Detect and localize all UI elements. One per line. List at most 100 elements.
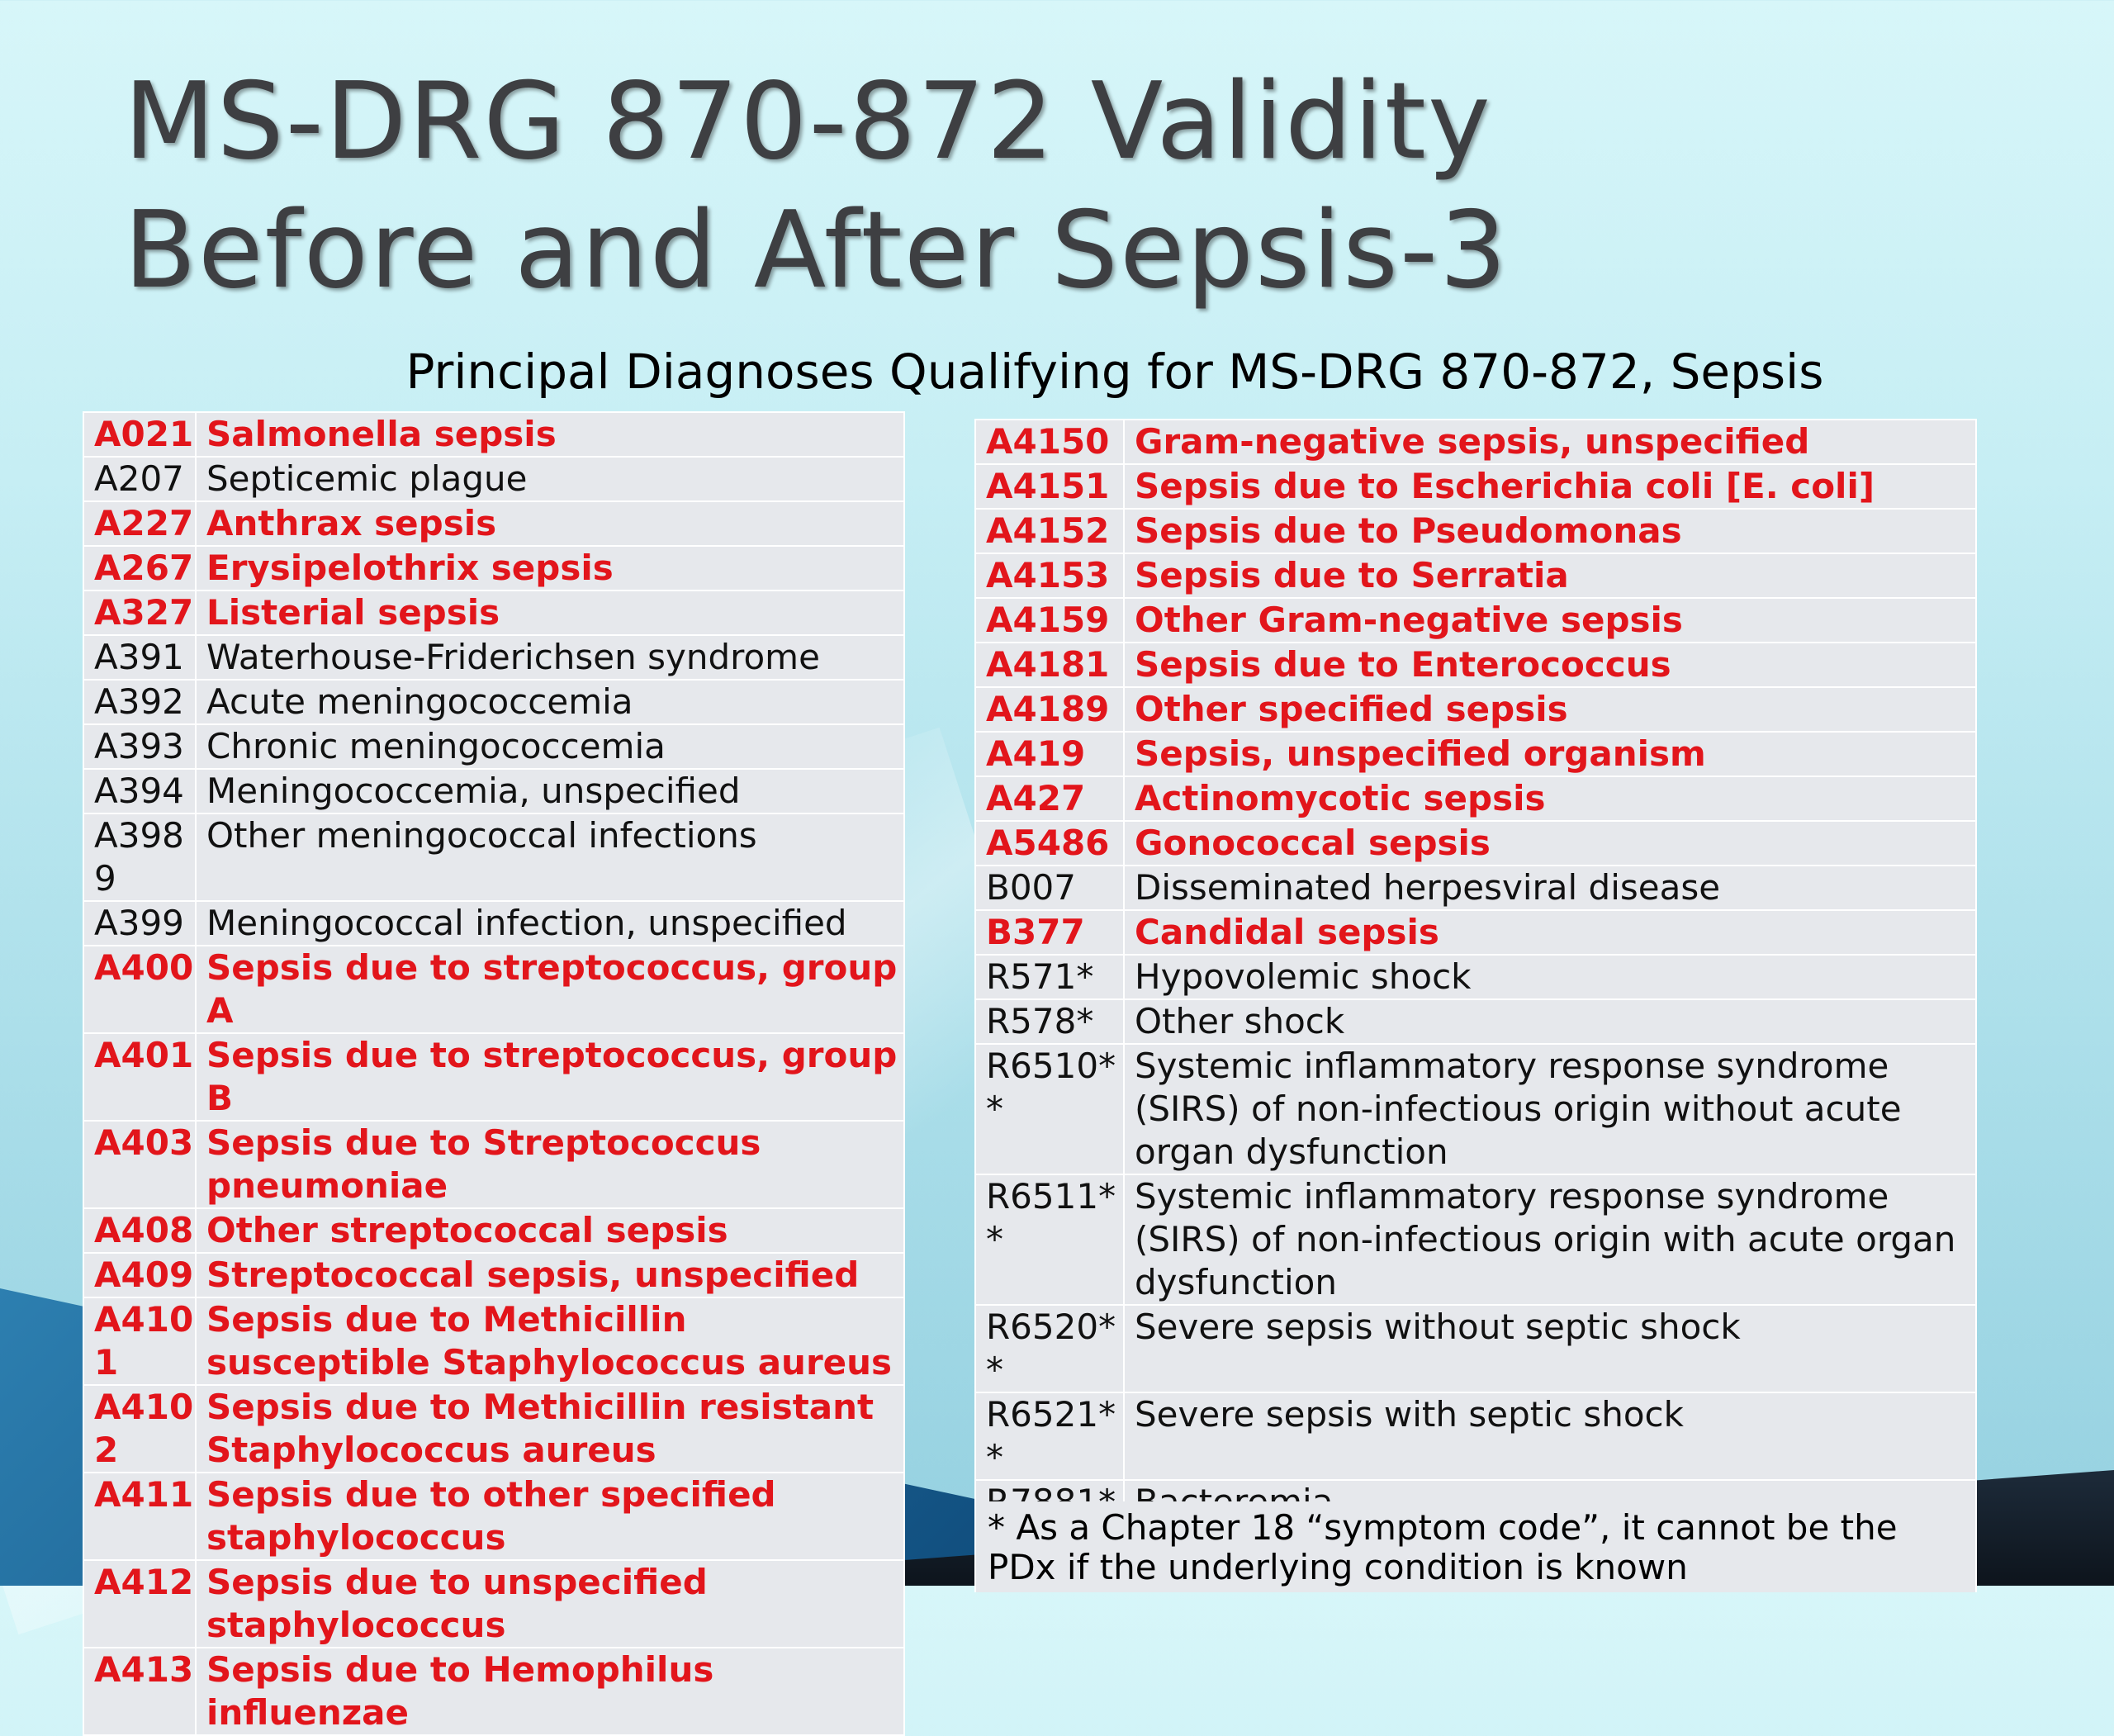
diagnosis-description: Actinomycotic sepsis [1123, 776, 1977, 822]
table-row: A4102 Sepsis due to Methicillin resistant… [83, 1384, 905, 1473]
diagnosis-code: A3989 [83, 813, 197, 902]
table-row: A412 Sepsis due to unspecified staphyloco… [83, 1559, 905, 1648]
table-row: A5486 Gonococcal sepsis [974, 820, 1977, 866]
diagnosis-code: A4101 [83, 1297, 197, 1386]
right-code-table: A4150 Gram-negative sepsis, unspecified A4… [974, 419, 1977, 1525]
diagnosis-description: Sepsis due to streptococcus, group A [195, 945, 905, 1034]
diagnosis-code: A419 [974, 731, 1125, 777]
diagnosis-code: B007 [974, 865, 1125, 911]
diagnosis-code: A4150 [974, 419, 1125, 465]
diagnosis-description: Sepsis, unspecified organism [1123, 731, 1977, 777]
table-row: A4101 Sepsis due to Methicillin susceptib… [83, 1297, 905, 1386]
slide-title: MS-DRG 870-872 Validity Before and After… [124, 58, 1509, 315]
table-row: A408 Other streptococcal sepsis [83, 1207, 905, 1254]
table-row: A411 Sepsis due to other specified staphy… [83, 1472, 905, 1561]
diagnosis-description: Meningococcemia, unspecified [195, 768, 905, 814]
diagnosis-description: Severe sepsis with septic shock [1123, 1392, 1977, 1481]
diagnosis-description: Listerial sepsis [195, 590, 905, 636]
title-line-1: MS-DRG 870-872 Validity [124, 60, 1492, 183]
diagnosis-code: A401 [83, 1032, 197, 1122]
diagnosis-code: R571* [974, 954, 1125, 1000]
table-row: A391 Waterhouse-Friderichsen syndrome [83, 634, 905, 681]
diagnosis-code: A4181 [974, 642, 1125, 688]
diagnosis-code: A408 [83, 1207, 197, 1254]
diagnosis-code: A4189 [974, 686, 1125, 733]
diagnosis-code: A4152 [974, 508, 1125, 554]
diagnosis-description: Sepsis due to Pseudomonas [1123, 508, 1977, 554]
diagnosis-description: Sepsis due to streptococcus, group B [195, 1032, 905, 1122]
diagnosis-description: Candidal sepsis [1123, 909, 1977, 956]
table-row: A394 Meningococcemia, unspecified [83, 768, 905, 814]
table-row: R578* Other shock [974, 998, 1977, 1045]
diagnosis-code: A5486 [974, 820, 1125, 866]
diagnosis-description: Septicemic plague [195, 456, 905, 502]
diagnosis-description: Systemic inflammatory response syndrome … [1123, 1043, 1977, 1175]
diagnosis-description: Other specified sepsis [1123, 686, 1977, 733]
diagnosis-code: A413 [83, 1647, 197, 1736]
diagnosis-code: R6520** [974, 1304, 1125, 1393]
diagnosis-description: Sepsis due to Enterococcus [1123, 642, 1977, 688]
table-row: A267 Erysipelothrix sepsis [83, 545, 905, 591]
diagnosis-description: Waterhouse-Friderichsen syndrome [195, 634, 905, 681]
diagnosis-description: Acute meningococcemia [195, 679, 905, 725]
table-row: A327 Listerial sepsis [83, 590, 905, 636]
diagnosis-description: Systemic inflammatory response syndrome … [1123, 1174, 1977, 1306]
diagnosis-code: A4151 [974, 463, 1125, 510]
table-row: A392 Acute meningococcemia [83, 679, 905, 725]
diagnosis-description: Severe sepsis without septic shock [1123, 1304, 1977, 1393]
diagnosis-description: Salmonella sepsis [195, 411, 905, 458]
diagnosis-code: A427 [974, 776, 1125, 822]
table-row: A4152 Sepsis due to Pseudomonas [974, 508, 1977, 554]
diagnosis-description: Sepsis due to Methicillin resistant Stap… [195, 1384, 905, 1473]
table-row: A4181 Sepsis due to Enterococcus [974, 642, 1977, 688]
table-row: A4151 Sepsis due to Escherichia coli [E. … [974, 463, 1977, 510]
diagnosis-code: R6510** [974, 1043, 1125, 1175]
diagnosis-code: A411 [83, 1472, 197, 1561]
diagnosis-description: Sepsis due to other specified staphyloco… [195, 1472, 905, 1561]
table-subtitle: Principal Diagnoses Qualifying for MS-DR… [405, 344, 1824, 400]
diagnosis-code: A4153 [974, 553, 1125, 599]
table-row: A207 Septicemic plague [83, 456, 905, 502]
table-row: B377 Candidal sepsis [974, 909, 1977, 956]
table-row: A400 Sepsis due to streptococcus, group A [83, 945, 905, 1034]
diagnosis-code: R6511** [974, 1174, 1125, 1306]
diagnosis-description: Sepsis due to Hemophilus influenzae [195, 1647, 905, 1736]
table-row: A227 Anthrax sepsis [83, 500, 905, 547]
table-row: A419 Sepsis, unspecified organism [974, 731, 1977, 777]
table-row: A4153 Sepsis due to Serratia [974, 553, 1977, 599]
diagnosis-code: R6521** [974, 1392, 1125, 1481]
diagnosis-description: Sepsis due to Serratia [1123, 553, 1977, 599]
diagnosis-code: A267 [83, 545, 197, 591]
left-code-table: A021 Salmonella sepsis A207 Septicemic plag… [83, 411, 905, 1736]
diagnosis-code: A400 [83, 945, 197, 1034]
diagnosis-description: Anthrax sepsis [195, 500, 905, 547]
diagnosis-description: Gonococcal sepsis [1123, 820, 1977, 866]
diagnosis-description: Sepsis due to Escherichia coli [E. coli] [1123, 463, 1977, 510]
diagnosis-code: A4102 [83, 1384, 197, 1473]
diagnosis-code: A394 [83, 768, 197, 814]
diagnosis-description: Sepsis due to Streptococcus pneumoniae [195, 1120, 905, 1209]
table-row: A403 Sepsis due to Streptococcus pneumoni… [83, 1120, 905, 1209]
table-row: A401 Sepsis due to streptococcus, group B [83, 1032, 905, 1122]
diagnosis-description: Other Gram-negative sepsis [1123, 597, 1977, 643]
diagnosis-code: A412 [83, 1559, 197, 1648]
table-row: A409 Streptococcal sepsis, unspecified [83, 1252, 905, 1298]
footnote: * As a Chapter 18 “symptom code”, it can… [974, 1501, 1977, 1592]
diagnosis-description: Gram-negative sepsis, unspecified [1123, 419, 1977, 465]
table-row: A399 Meningococcal infection, unspecified [83, 900, 905, 946]
table-row: A021 Salmonella sepsis [83, 411, 905, 458]
table-row: A4150 Gram-negative sepsis, unspecified [974, 419, 1977, 465]
diagnosis-code: A021 [83, 411, 197, 458]
table-row: A4189 Other specified sepsis [974, 686, 1977, 733]
diagnosis-description: Other streptococcal sepsis [195, 1207, 905, 1254]
diagnosis-code: A327 [83, 590, 197, 636]
diagnosis-description: Sepsis due to unspecified staphylococcus [195, 1559, 905, 1648]
diagnosis-code: R578* [974, 998, 1125, 1045]
table-row: A413 Sepsis due to Hemophilus influenzae [83, 1647, 905, 1736]
table-row: R6511** Systemic inflammatory response sy… [974, 1174, 1977, 1306]
diagnosis-description: Sepsis due to Methicillin susceptible St… [195, 1297, 905, 1386]
diagnosis-code: A227 [83, 500, 197, 547]
table-row: A4159 Other Gram-negative sepsis [974, 597, 1977, 643]
table-row: A427 Actinomycotic sepsis [974, 776, 1977, 822]
table-row: A393 Chronic meningococcemia [83, 723, 905, 770]
